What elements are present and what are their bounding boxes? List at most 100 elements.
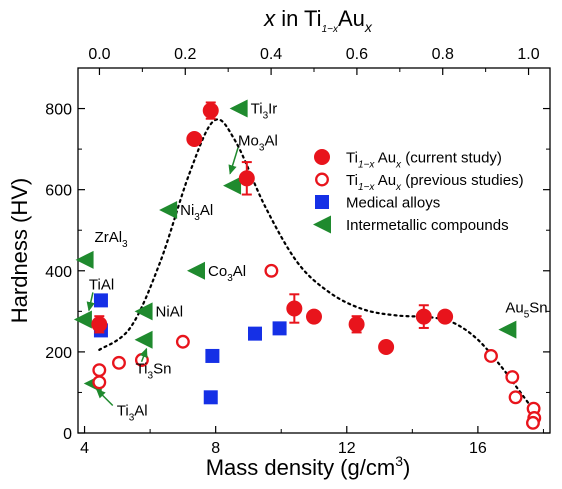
legend-mid: Au [374,150,396,167]
left-triangle-point [498,320,517,339]
annotation-arrow [139,347,148,362]
annotation-arrow [228,147,239,175]
legend-sub1: 1−x [358,182,375,193]
top-tick-label: 0.4 [260,46,282,63]
legend-sub2: x [395,160,402,171]
x-title-sup: 3 [395,453,403,469]
x-tick-label: 12 [338,440,356,457]
square-point [272,321,287,336]
annotation-Ni3Al: Ni3Al [180,202,213,223]
filled-circle-point [286,300,303,317]
annotation-Ti3Sn: Ti3Sn [136,361,172,382]
filled-circle-point [91,316,108,333]
filled-circle-point [202,102,219,119]
y-axis-title: Hardness (HV) [7,178,32,323]
y-tick-label: 800 [45,102,72,119]
open-circle-point [526,415,540,430]
open-circle-point [264,263,279,278]
left-triangle-point [187,261,205,280]
x-axis-title: Mass density (g/cm3) [206,453,411,480]
top-title-sub2: x [364,19,373,35]
left-triangle-point [134,302,153,321]
annotation-rest: Al [233,263,246,280]
legend-marker [314,149,330,165]
annotation-sub: 3 [122,239,128,250]
annotation-rest: Ir [268,101,277,118]
annotation-Au5Sn: Au5Sn [505,300,547,321]
annotation-main: Au [505,300,523,317]
filled-circle-point [306,308,322,325]
y-tick-label: 400 [45,264,72,281]
square-point [205,348,220,363]
top-axis-title: x in Ti1−xAux [263,6,373,35]
annotation-sub: 3 [227,273,233,284]
top-tick-label: 0.2 [174,46,196,63]
x-title-main: Mass density (g/cm [206,455,396,480]
legend-sub2: x [395,182,402,193]
annotation-sub: 3 [148,371,154,382]
open-circle-point [508,390,523,405]
legend-label: Intermetallic compounds [346,217,509,234]
left-triangle-point [229,99,248,118]
left-triangle-point [75,250,94,269]
top-tick-label: 0.6 [346,46,368,63]
legend: Ti1−x Aux (current study)Ti1−x Aux (prev… [313,149,524,234]
top-tick-label: 0.8 [432,46,454,63]
top-title-x: x [263,6,276,31]
annotation-rest: Al [264,133,277,150]
top-title-au: Au [338,6,365,31]
annotation-Ti3Ir: Ti3Ir [251,101,278,122]
legend-label: Ti1−x Aux (previous studies) [346,172,524,193]
annotations-layer: ZrAl3TiAlTi3AlNiAlTi3SnNi3AlCo3AlMo3AlTi… [86,101,548,424]
annotation-sub: 5 [524,310,530,321]
annotation-TiAl: TiAl [89,276,114,293]
annotation-sub: 3 [194,212,200,223]
annotation-main: Co [208,263,227,280]
annotation-main: Ti [117,403,129,420]
legend-marker [313,215,331,234]
left-triangle-point [159,200,178,219]
legend-base: Ti [346,172,358,189]
annotation-sub: 3 [263,111,269,122]
legend-label: Ti1−x Aux (current study) [346,150,502,171]
y-tick-label: 600 [45,183,72,200]
top-title-sub1: 1−x [322,24,339,35]
annotation-ZrAl3: ZrAl3 [95,229,129,250]
square-point [248,326,262,341]
legend-label: Medical alloys [346,195,440,212]
legend-base: Ti [346,150,358,167]
annotation-rest: Sn [153,361,171,378]
top-tick-label: 1.0 [517,46,539,63]
annotation-main: ZrAl [95,229,123,246]
filled-circle-point [437,308,454,325]
titles-layer: x in Ti1−xAux Hardness (HV) Mass density (… [7,6,410,480]
points-layer [73,99,542,430]
filled-circle-point [378,339,395,356]
open-circle-point [175,334,190,349]
open-circle-point [112,355,126,370]
open-circle-point [92,375,107,390]
x-tick-label: 16 [469,440,487,457]
filled-circle-point [348,316,365,333]
annotation-main: Mo [238,133,259,150]
open-circle-point [484,348,498,363]
legend-mid: Au [374,172,396,189]
legend-rest: (previous studies) [401,172,524,189]
left-triangle-point [223,176,242,195]
annotation-rest: Sn [529,300,547,317]
x-title-end: ) [403,455,410,480]
filled-circle-point [186,130,203,147]
annotation-arrow [96,388,114,407]
annotation-rest: Al [200,202,213,219]
annotation-main: Ti [251,101,263,118]
x-tick-label: 8 [211,440,220,457]
left-triangle-point [73,310,92,329]
open-circle-point [505,370,520,384]
annotation-Mo3Al: Mo3Al [238,133,278,154]
annotation-sub: 3 [129,413,135,424]
legend-marker [315,195,329,209]
annotation-main: NiAl [156,303,184,320]
x-tick-label: 4 [80,440,89,457]
square-point [93,293,108,308]
axes-layer: 4 8 12 16 0 200 400 600 800 0.0 0.2 0.4 0.6 0.8 1.0 [45,46,551,457]
